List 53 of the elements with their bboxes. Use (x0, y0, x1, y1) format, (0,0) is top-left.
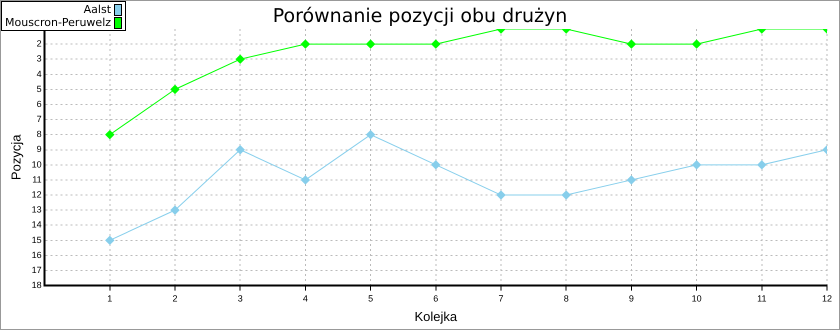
point (757, 160, 766, 170)
x-tick-label: 12 (822, 293, 832, 304)
point (236, 145, 245, 154)
x-axis-title: Kolejka (414, 308, 458, 324)
y-tick-label: 8 (36, 129, 42, 140)
x-tick-label: 7 (498, 293, 504, 304)
y-tick-label: 10 (32, 159, 42, 170)
point (105, 130, 114, 140)
x-tick-label: 10 (692, 293, 702, 304)
point (692, 160, 702, 170)
point (626, 175, 636, 184)
point (692, 40, 702, 49)
y-tick-label: 12 (32, 190, 42, 200)
y-tick-label: 9 (36, 144, 42, 154)
x-tick-label: 9 (628, 293, 634, 304)
point (170, 84, 180, 94)
x-tick-label: 4 (302, 293, 308, 304)
y-tick-label: 2 (36, 38, 42, 49)
point (236, 54, 245, 64)
x-tick-label: 2 (172, 293, 178, 304)
x-tick-label: 8 (564, 293, 569, 304)
point (105, 236, 114, 245)
x-tick-label: 5 (368, 293, 374, 304)
y-tick-label: 4 (36, 68, 42, 79)
legend-label: Mouscron-Peruwelz (5, 16, 112, 29)
x-tick-label: 1 (107, 293, 112, 304)
point (366, 40, 376, 49)
point (366, 130, 376, 140)
legend-label: Aalst (84, 3, 112, 16)
y-tick-label: 11 (32, 174, 42, 184)
y-tick-label: 18 (32, 280, 42, 290)
y-tick-label: 7 (36, 114, 42, 124)
point (300, 40, 310, 49)
point (300, 175, 310, 184)
point (626, 40, 636, 49)
y-tick-label: 3 (36, 54, 42, 64)
y-tick-label: 15 (32, 234, 42, 245)
y-tick-label: 6 (36, 98, 42, 109)
y-tick-label: 13 (32, 204, 42, 215)
y-tick-label: 16 (32, 250, 42, 260)
chart-title: Porównanie pozycji obu drużyn (272, 5, 568, 27)
y-tick-label: 5 (36, 84, 42, 94)
x-tick-label: 3 (238, 293, 243, 304)
x-tick-label: 6 (433, 293, 438, 304)
point (496, 190, 506, 200)
point (170, 206, 180, 215)
point (431, 160, 440, 170)
point (431, 40, 440, 49)
y-tick-label: 14 (32, 220, 42, 230)
y-axis-title: Pozycja (8, 134, 24, 180)
y-tick-label: 17 (32, 264, 42, 275)
x-tick-label: 11 (757, 293, 766, 304)
point (562, 190, 571, 200)
